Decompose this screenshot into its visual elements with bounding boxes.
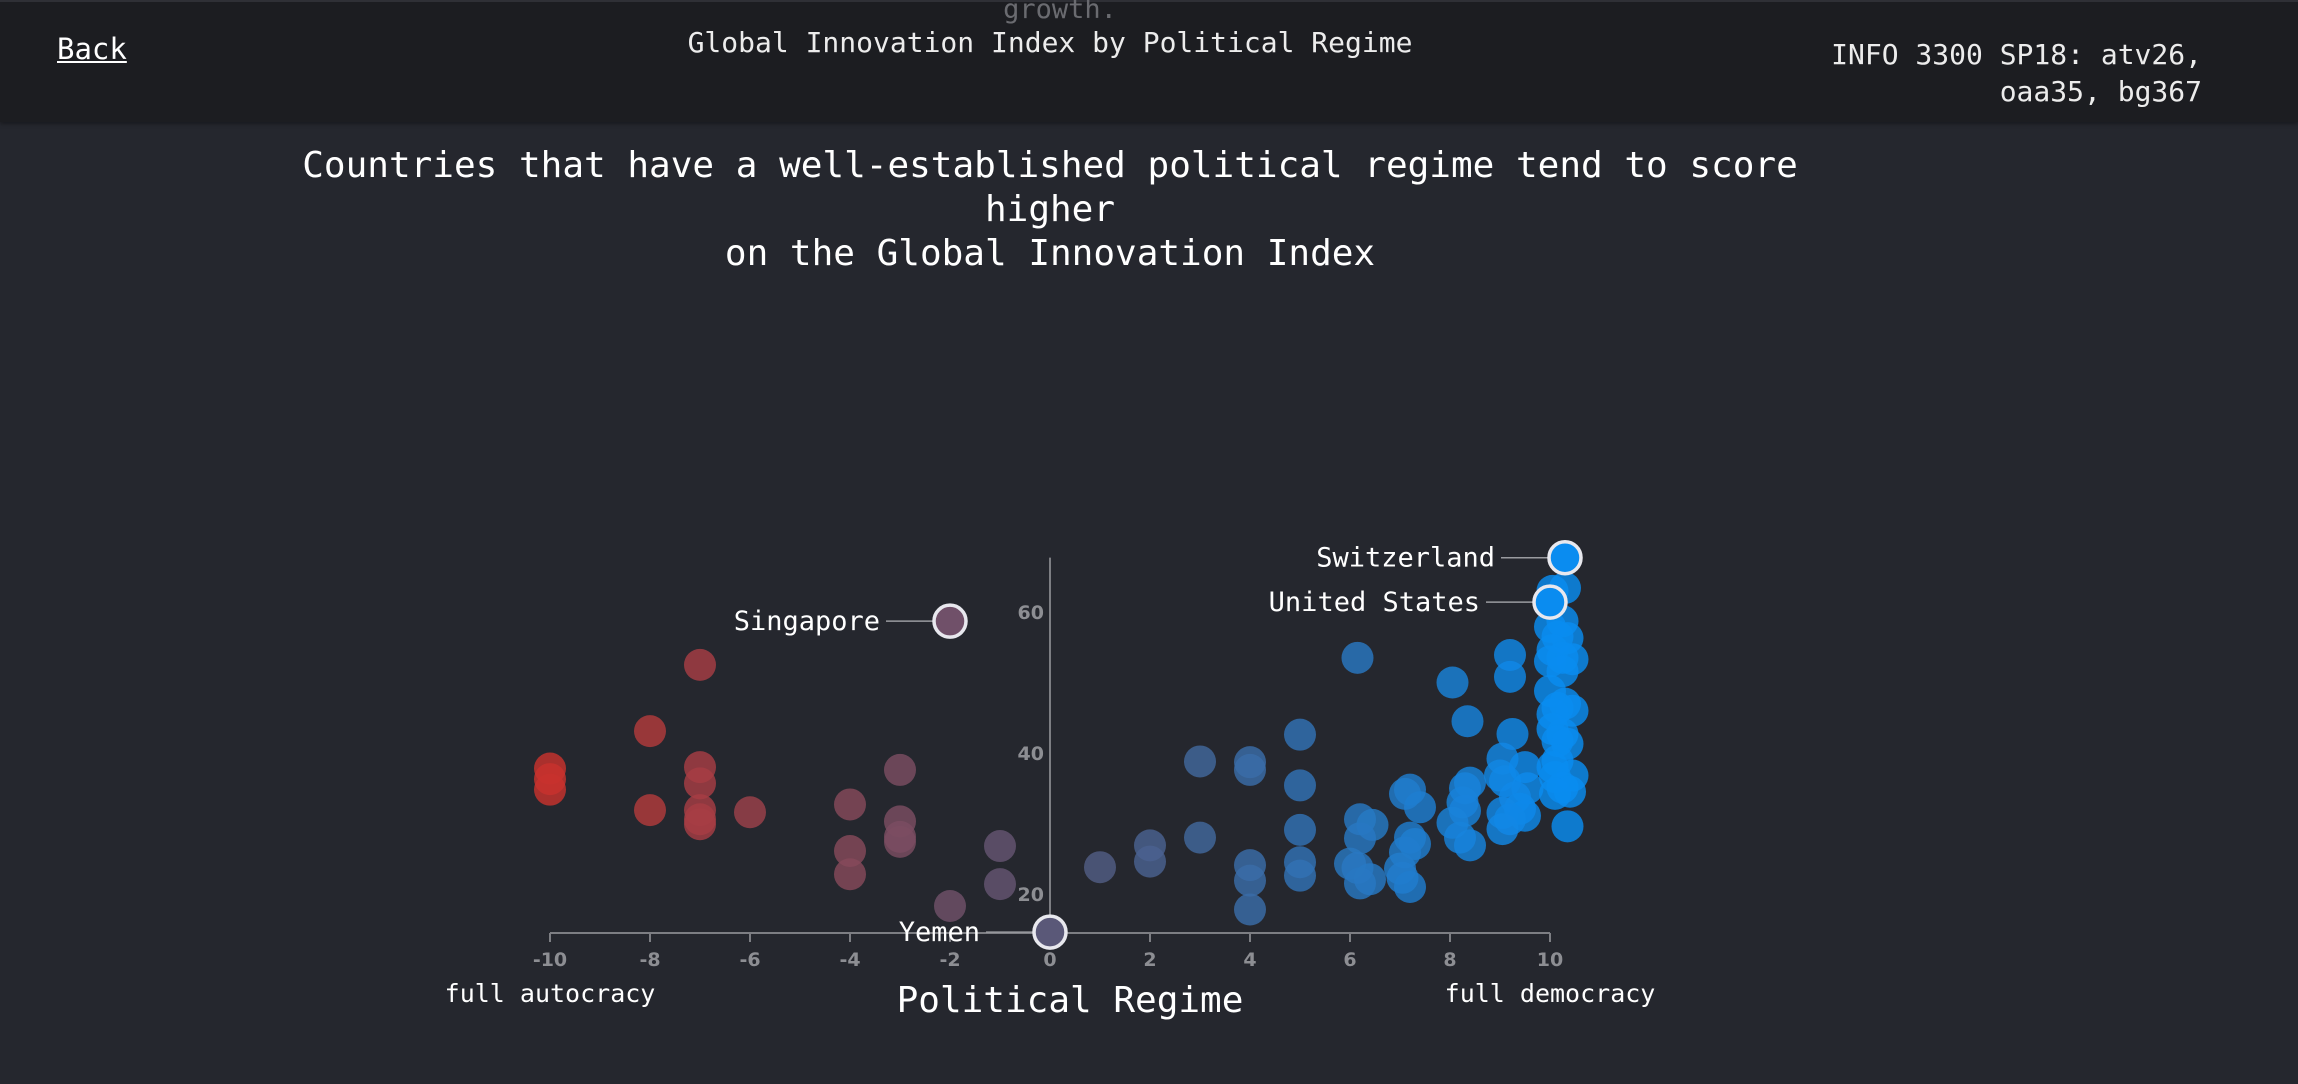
headline-line-2: on the Global Innovation Index	[724, 233, 1376, 274]
data-point[interactable]	[1134, 845, 1166, 878]
data-point[interactable]	[1344, 867, 1376, 900]
highlighted-data-point[interactable]	[932, 603, 968, 639]
x-axis-title: Political Regime	[897, 980, 1244, 1021]
data-point[interactable]	[984, 830, 1016, 863]
data-point[interactable]	[684, 767, 716, 800]
data-point[interactable]	[1404, 791, 1436, 824]
x-axis-left-label: full autocracy	[445, 979, 656, 1008]
x-tick-label: -6	[739, 949, 760, 971]
y-tick-label: 60	[1018, 602, 1044, 624]
x-tick-label: 4	[1243, 949, 1256, 971]
data-point[interactable]	[1436, 666, 1469, 699]
x-tick-label: -2	[939, 949, 960, 971]
highlighted-data-point[interactable]	[1532, 584, 1568, 620]
data-point[interactable]	[634, 794, 666, 827]
data-point[interactable]	[684, 648, 716, 681]
point-annotation-label: Yemen	[899, 917, 980, 948]
chart-axes: -10 -8 -6 -4 -2 0 2 4 6 8 10 20 40 60	[533, 557, 1563, 971]
data-point[interactable]	[1394, 870, 1426, 903]
data-point[interactable]	[1486, 813, 1519, 846]
data-point[interactable]	[834, 858, 866, 891]
data-point[interactable]	[1234, 893, 1266, 926]
highlighted-data-point[interactable]	[1547, 539, 1583, 576]
data-point[interactable]	[1284, 859, 1316, 892]
x-tick-label: 10	[1537, 949, 1563, 971]
data-point[interactable]	[1539, 777, 1571, 810]
data-point[interactable]	[534, 773, 566, 806]
credits-line-2: oaa35, bg367	[1999, 75, 2202, 108]
data-point[interactable]	[1284, 813, 1316, 846]
data-point[interactable]	[1234, 864, 1266, 897]
data-point[interactable]	[634, 715, 666, 748]
data-point[interactable]	[1454, 829, 1486, 862]
data-point[interactable]	[884, 753, 916, 786]
data-point[interactable]	[834, 788, 866, 821]
x-tick-label: 0	[1043, 949, 1056, 971]
page-title: Global Innovation Index by Political Reg…	[687, 26, 1413, 59]
x-axis-right-label: full democracy	[1445, 979, 1656, 1008]
data-point[interactable]	[1451, 705, 1484, 738]
data-point[interactable]	[834, 834, 866, 867]
x-tick-label: 8	[1443, 949, 1456, 971]
credits: INFO 3300 SP18: atv26, oaa35, bg367	[1831, 36, 2202, 110]
data-point[interactable]	[1551, 810, 1584, 843]
data-point[interactable]	[1494, 660, 1526, 693]
data-point[interactable]	[684, 808, 716, 841]
x-tick-label: -10	[533, 949, 567, 971]
data-point[interactable]	[1284, 718, 1316, 751]
y-tick-label: 40	[1018, 743, 1044, 765]
data-point[interactable]	[934, 889, 966, 922]
data-point[interactable]	[1284, 769, 1316, 802]
x-tick-label: 2	[1143, 949, 1156, 971]
data-point[interactable]	[1496, 717, 1529, 750]
scrolled-text-fragment: growth.	[1003, 0, 1117, 25]
x-tick-label: -8	[639, 949, 660, 971]
data-point[interactable]	[984, 868, 1016, 901]
data-point[interactable]	[1184, 821, 1216, 854]
headline-line-1: Countries that have a well-established p…	[302, 145, 1798, 230]
data-points	[534, 572, 1589, 926]
data-point[interactable]	[1184, 745, 1216, 778]
back-link[interactable]: Back	[57, 32, 127, 66]
data-point[interactable]	[884, 825, 916, 858]
data-point[interactable]	[1084, 851, 1116, 884]
x-tick-label: -4	[839, 949, 860, 971]
point-annotation-label: United States	[1269, 587, 1480, 618]
data-point[interactable]	[1234, 753, 1266, 786]
point-annotations: Switzerland United States Singapore Yemen	[734, 539, 1583, 950]
y-tick-label: 20	[1018, 884, 1044, 906]
highlighted-data-point[interactable]	[1032, 914, 1068, 950]
data-point[interactable]	[734, 796, 766, 829]
point-annotation-label: Switzerland	[1316, 543, 1495, 574]
data-point[interactable]	[1341, 641, 1374, 674]
point-annotation-label: Singapore	[734, 606, 880, 637]
data-point[interactable]	[1344, 822, 1376, 855]
chart-headline: Countries that have a well-established p…	[250, 144, 1850, 276]
credits-line-1: INFO 3300 SP18: atv26,	[1831, 38, 2202, 71]
top-bar: growth. Back Global Innovation Index by …	[0, 0, 2298, 122]
x-tick-label: 6	[1343, 949, 1356, 971]
